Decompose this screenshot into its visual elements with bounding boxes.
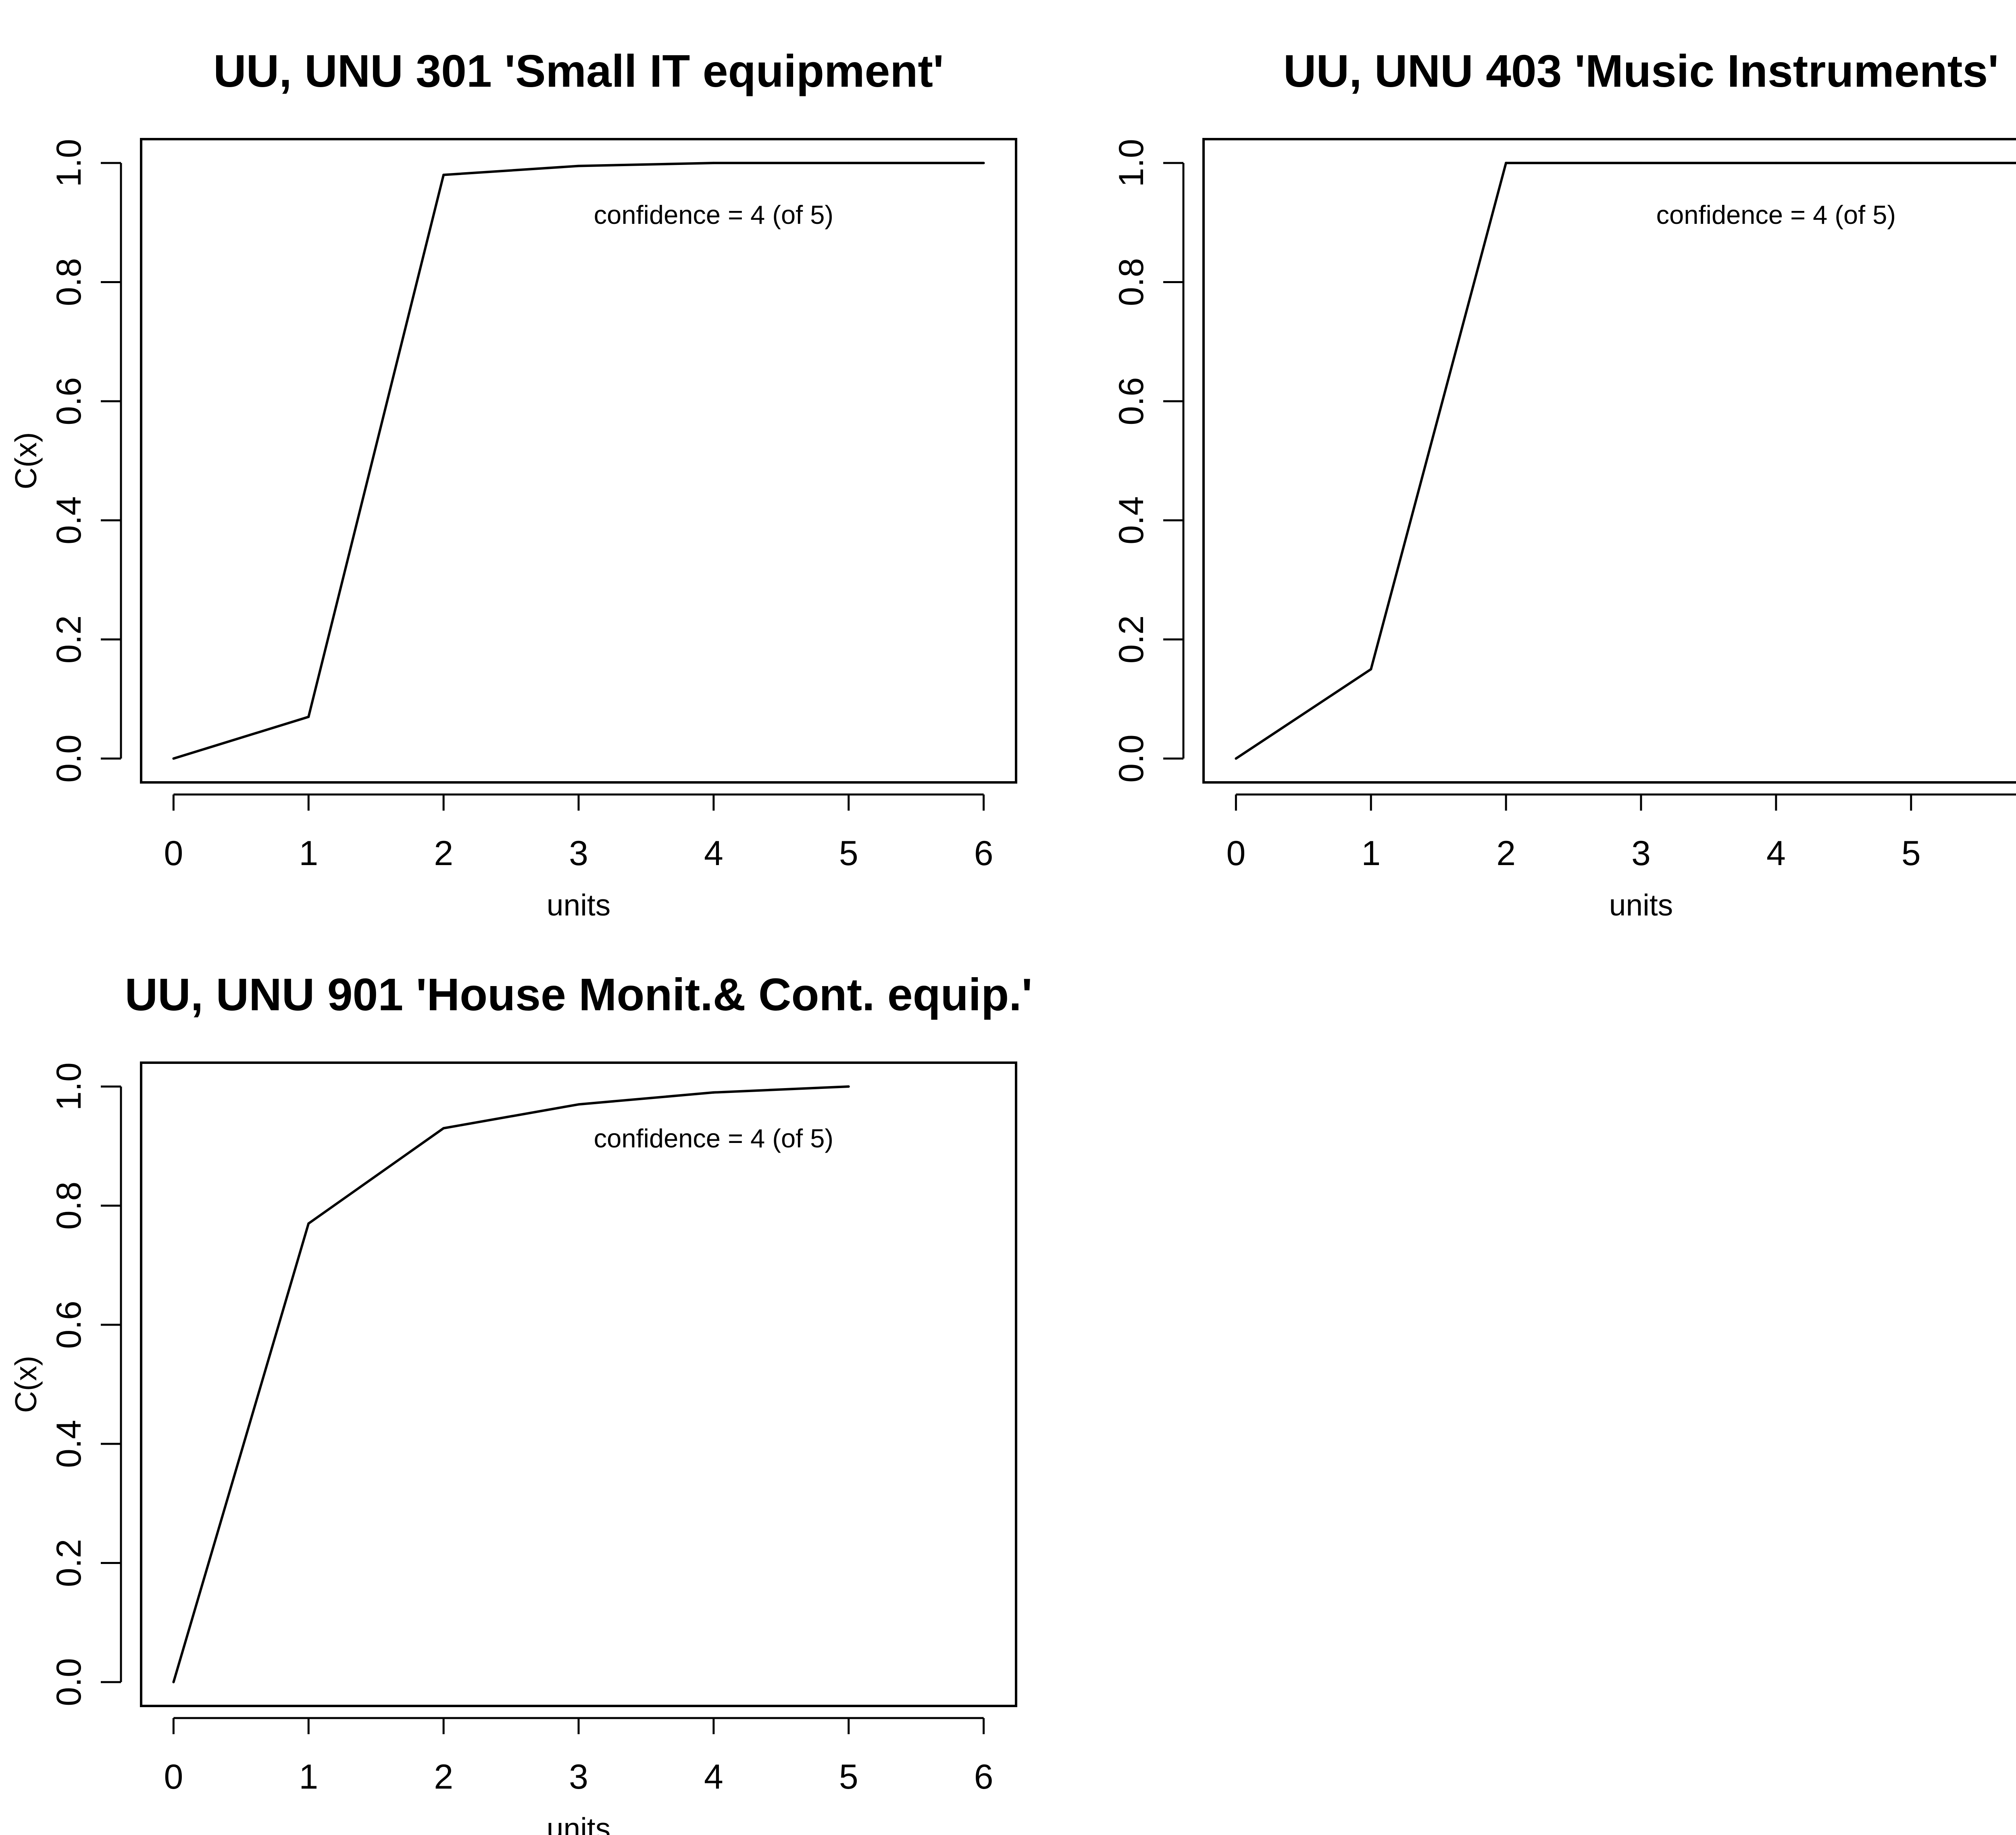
y-tick-label: 0.2 <box>50 1539 88 1587</box>
x-axis-label: units <box>1609 888 1673 922</box>
data-point <box>307 715 310 718</box>
y-axis-label: C(x) <box>9 1356 43 1413</box>
data-point <box>307 1222 310 1225</box>
y-tick-label: 0.8 <box>50 1182 88 1230</box>
y-tick-label: 0.4 <box>1112 496 1151 544</box>
y-axis-label: C(x) <box>9 432 43 490</box>
y-tick-label: 0.2 <box>1112 615 1151 664</box>
plot-frame <box>1202 138 2016 784</box>
plot-frame <box>140 1061 1017 1707</box>
data-point <box>1505 162 1508 165</box>
x-tick-label: 3 <box>569 834 588 873</box>
data-point <box>982 162 985 165</box>
x-tick-label: 0 <box>164 1758 183 1796</box>
x-tick-label: 0 <box>164 834 183 873</box>
x-tick-label: 5 <box>839 1758 858 1796</box>
x-tick-label: 1 <box>299 1758 318 1796</box>
x-tick-label: 1 <box>1361 834 1381 873</box>
x-axis-label: units <box>547 888 610 922</box>
chart-panel-3: UU, UNU 901 'House Monit.& Cont. equip.'… <box>9 969 1033 1835</box>
x-tick-label: 2 <box>434 1758 453 1796</box>
y-tick-label: 0.8 <box>50 258 88 307</box>
data-point <box>577 1103 580 1106</box>
data-point <box>577 165 580 167</box>
series-line <box>172 1085 849 1683</box>
x-tick-label: 1 <box>299 834 318 873</box>
y-tick-label: 0.0 <box>1112 734 1151 783</box>
y-tick-label: 0.8 <box>1112 258 1151 307</box>
x-tick-label: 3 <box>569 1758 588 1796</box>
x-tick-label: 4 <box>704 834 723 873</box>
data-point <box>712 162 715 165</box>
y-tick-label: 0.4 <box>50 1420 88 1468</box>
x-tick-label: 2 <box>1496 834 1516 873</box>
confidence-annotation: confidence = 4 (of 5) <box>594 200 833 229</box>
data-point <box>172 757 175 760</box>
data-point <box>847 162 850 165</box>
data-point <box>442 1127 445 1130</box>
y-tick-label: 0.4 <box>50 496 88 544</box>
data-point <box>1370 668 1372 671</box>
x-tick-label: 5 <box>839 834 858 873</box>
y-tick-label: 0.6 <box>50 377 88 425</box>
plot-frame <box>140 138 1017 784</box>
chart-panels: UU, UNU 301 'Small IT equipment' 0 1 2 3 4 5 6 u… <box>9 46 2016 1835</box>
chart-title: UU, UNU 301 'Small IT equipment' <box>213 46 944 96</box>
x-tick-label: 4 <box>704 1758 723 1796</box>
y-tick-label: 1.0 <box>1112 139 1151 187</box>
data-point <box>172 1681 175 1683</box>
data-point <box>1774 162 1777 165</box>
data-point <box>847 1085 850 1088</box>
y-axis-label: C(x) <box>9 432 43 490</box>
chart-panel-1: UU, UNU 301 'Small IT equipment' 0 1 2 3 4 5 6 u… <box>9 46 1017 922</box>
data-point <box>1640 162 1642 165</box>
y-tick-label: 0.0 <box>50 734 88 783</box>
chart-panel-2: UU, UNU 403 'Music Instruments' 0 1 2 3 4 5 6 un… <box>9 46 2016 922</box>
y-tick-label: 1.0 <box>50 1062 88 1111</box>
x-tick-label: 6 <box>974 834 993 873</box>
confidence-annotation: confidence = 4 (of 5) <box>1656 200 1896 229</box>
y-tick-label: 0.6 <box>50 1301 88 1349</box>
data-point <box>442 173 445 176</box>
y-tick-label: 0.2 <box>50 615 88 664</box>
x-axis-label: units <box>547 1812 610 1835</box>
y-tick-label: 0.0 <box>50 1658 88 1706</box>
chart-title: UU, UNU 403 'Music Instruments' <box>1283 46 1999 96</box>
x-tick-label: 3 <box>1631 834 1651 873</box>
chart-title: UU, UNU 901 'House Monit.& Cont. equip.' <box>125 969 1032 1020</box>
data-point <box>1910 162 1912 165</box>
x-tick-label: 6 <box>974 1758 993 1796</box>
x-tick-label: 2 <box>434 834 453 873</box>
confidence-annotation: confidence = 4 (of 5) <box>594 1124 833 1153</box>
x-tick-label: 0 <box>1226 834 1245 873</box>
data-point <box>712 1091 715 1094</box>
data-point <box>1235 757 1237 760</box>
y-tick-label: 1.0 <box>50 139 88 187</box>
y-tick-label: 0.6 <box>1112 377 1151 425</box>
x-tick-label: 5 <box>1901 834 1921 873</box>
x-tick-label: 4 <box>1766 834 1786 873</box>
